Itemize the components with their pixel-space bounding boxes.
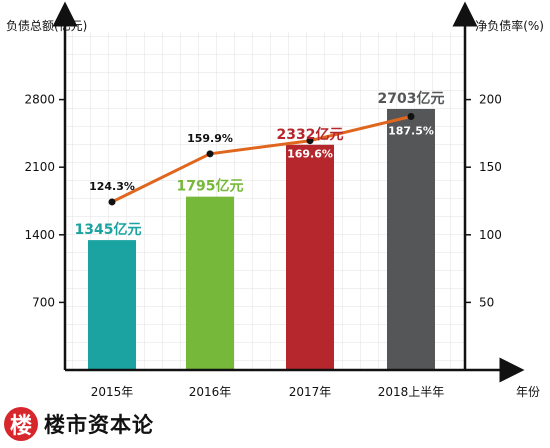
right-tick-label: 100	[479, 228, 502, 242]
category-label: 2018上半年	[378, 385, 445, 399]
right-tick-label: 150	[479, 160, 502, 174]
ratio-point-2	[206, 150, 214, 158]
left-tick-label: 2800	[24, 93, 55, 107]
brand-logo-icon: 楼	[4, 407, 38, 441]
bar-2	[186, 196, 234, 370]
left-tick-label: 1400	[24, 228, 55, 242]
right-tick-label: 50	[479, 295, 494, 309]
bar-value-label: 2332亿元	[277, 126, 344, 143]
bar-4	[387, 108, 435, 370]
ratio-point-4	[407, 113, 415, 120]
bar-value-label: 2703亿元	[378, 90, 445, 107]
ratio-value-label: 169.6%	[287, 148, 333, 161]
ratio-value-label: 159.9%	[187, 132, 233, 145]
category-label: 2015年	[91, 385, 134, 399]
right-tick-label: 200	[479, 93, 502, 107]
brand: 楼 楼市资本论	[4, 406, 154, 442]
left-tick-label: 700	[32, 295, 55, 309]
brand-name: 楼市资本论	[44, 412, 154, 437]
bar-1	[88, 240, 136, 370]
left-tick-label: 2100	[24, 160, 55, 174]
right-axis-title: 净负债率(%)	[475, 18, 544, 33]
bar-value-label: 1795亿元	[177, 178, 244, 195]
ratio-value-label: 124.3%	[89, 180, 135, 193]
ratio-line	[111, 115, 412, 204]
ratio-point-3	[306, 137, 314, 145]
category-label: 2017年	[289, 385, 332, 399]
category-label: 2016年	[189, 385, 232, 399]
ratio-point-1	[108, 198, 116, 206]
bar-value-label: 1345亿元	[75, 221, 142, 238]
left-axis-title: 负债总额(亿元)	[6, 18, 87, 33]
ratio-value-label: 187.5%	[388, 125, 434, 138]
bar-3	[286, 144, 334, 370]
x-axis-title: 年份	[516, 385, 540, 399]
